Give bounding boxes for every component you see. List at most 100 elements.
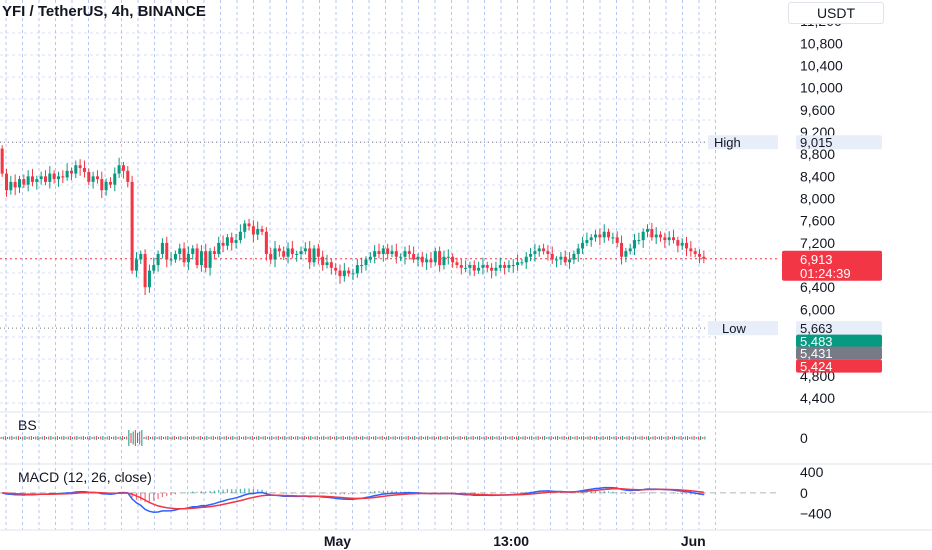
- candle[interactable]: [659, 231, 663, 242]
- candle[interactable]: [542, 243, 546, 255]
- candle[interactable]: [373, 245, 377, 264]
- candle[interactable]: [468, 261, 472, 276]
- candle[interactable]: [433, 247, 437, 266]
- candle[interactable]: [264, 227, 268, 261]
- candle[interactable]: [286, 242, 290, 264]
- candle[interactable]: [481, 257, 485, 275]
- candle[interactable]: [303, 242, 307, 255]
- candle[interactable]: [152, 257, 156, 274]
- candle[interactable]: [22, 174, 26, 188]
- candle[interactable]: [48, 166, 52, 189]
- candle[interactable]: [156, 250, 160, 272]
- candle[interactable]: [13, 174, 17, 196]
- candle[interactable]: [412, 246, 416, 263]
- candle[interactable]: [325, 254, 329, 269]
- candle[interactable]: [503, 261, 507, 275]
- candle[interactable]: [524, 252, 528, 269]
- candle[interactable]: [355, 258, 359, 278]
- candle[interactable]: [559, 252, 563, 266]
- candle[interactable]: [186, 246, 190, 271]
- candle[interactable]: [104, 178, 108, 196]
- candle[interactable]: [386, 243, 390, 260]
- candle[interactable]: [108, 177, 112, 188]
- candle[interactable]: [295, 250, 299, 262]
- candle[interactable]: [654, 227, 658, 244]
- candle[interactable]: [17, 175, 22, 193]
- candle[interactable]: [620, 235, 624, 265]
- candle[interactable]: [637, 232, 641, 245]
- candle[interactable]: [360, 257, 364, 273]
- bs-indicator-label[interactable]: BS: [18, 417, 37, 433]
- candle[interactable]: [78, 159, 82, 176]
- candle[interactable]: [282, 246, 286, 261]
- candle[interactable]: [221, 235, 225, 253]
- candle[interactable]: [147, 264, 151, 293]
- candle[interactable]: [498, 257, 502, 272]
- candle[interactable]: [199, 245, 203, 272]
- candle[interactable]: [442, 250, 446, 270]
- candle[interactable]: [212, 246, 216, 260]
- candle[interactable]: [290, 240, 294, 259]
- candle[interactable]: [451, 253, 455, 268]
- currency-button[interactable]: USDT: [788, 2, 884, 24]
- candle[interactable]: [247, 218, 251, 231]
- candle[interactable]: [693, 247, 697, 258]
- candle[interactable]: [173, 250, 177, 263]
- candle[interactable]: [472, 260, 476, 277]
- candle[interactable]: [572, 250, 576, 264]
- candle[interactable]: [82, 160, 86, 178]
- candle[interactable]: [134, 252, 138, 278]
- candle[interactable]: [230, 232, 234, 251]
- candle[interactable]: [607, 228, 611, 241]
- candle[interactable]: [74, 160, 78, 179]
- candle[interactable]: [568, 252, 572, 269]
- candle[interactable]: [533, 243, 537, 262]
- candle[interactable]: [425, 253, 429, 271]
- candle[interactable]: [368, 252, 372, 263]
- candle[interactable]: [555, 256, 559, 268]
- candle[interactable]: [581, 236, 585, 254]
- candle[interactable]: [611, 232, 615, 244]
- candle[interactable]: [702, 250, 706, 264]
- candle[interactable]: [663, 232, 667, 248]
- candle[interactable]: [351, 268, 355, 281]
- candle[interactable]: [334, 263, 338, 276]
- candle[interactable]: [429, 252, 433, 268]
- candle[interactable]: [420, 252, 424, 267]
- candle[interactable]: [485, 261, 489, 273]
- candle[interactable]: [399, 253, 403, 262]
- candle[interactable]: [9, 175, 13, 195]
- candle[interactable]: [680, 238, 684, 251]
- candle[interactable]: [641, 228, 645, 248]
- candle[interactable]: [182, 242, 186, 267]
- candle[interactable]: [139, 250, 143, 264]
- candle[interactable]: [256, 221, 260, 241]
- candle[interactable]: [225, 234, 229, 251]
- candle[interactable]: [464, 260, 468, 273]
- candle[interactable]: [516, 254, 520, 271]
- candle[interactable]: [602, 224, 606, 243]
- candle[interactable]: [624, 247, 628, 263]
- candle[interactable]: [697, 249, 702, 264]
- candle[interactable]: [35, 175, 39, 190]
- candle[interactable]: [537, 245, 541, 257]
- candle[interactable]: [477, 261, 481, 274]
- candle[interactable]: [260, 225, 264, 236]
- candle[interactable]: [394, 243, 398, 264]
- candle[interactable]: [308, 240, 312, 269]
- candle[interactable]: [671, 229, 676, 244]
- candle[interactable]: [646, 224, 650, 238]
- candle[interactable]: [130, 175, 134, 274]
- candle[interactable]: [507, 260, 511, 273]
- candle[interactable]: [594, 229, 598, 242]
- candle[interactable]: [684, 236, 689, 257]
- candle[interactable]: [455, 257, 459, 269]
- candle[interactable]: [520, 258, 524, 266]
- candle[interactable]: [511, 258, 515, 273]
- candle[interactable]: [91, 171, 95, 189]
- candle[interactable]: [316, 243, 320, 265]
- candle[interactable]: [52, 170, 56, 184]
- candle[interactable]: [165, 236, 169, 268]
- candle[interactable]: [204, 243, 208, 273]
